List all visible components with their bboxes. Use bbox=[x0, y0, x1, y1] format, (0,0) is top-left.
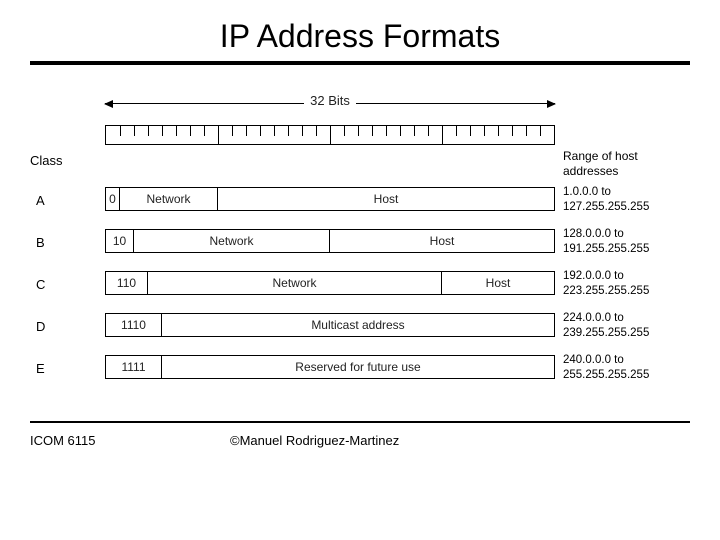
class-range: 128.0.0.0 to 191.255.255.255 bbox=[563, 227, 683, 257]
ruler-tick bbox=[526, 126, 527, 136]
header-row: Class Range of host addresses bbox=[70, 151, 670, 183]
class-row-a: A0NetworkHost1.0.0.0 to 127.255.255.255 bbox=[70, 187, 670, 229]
segment-network: Network bbox=[148, 272, 442, 294]
segment-network: Network bbox=[120, 188, 218, 210]
range-header-label: Range of host addresses bbox=[563, 149, 673, 179]
class-bar: 110NetworkHost bbox=[105, 271, 555, 295]
ruler-tick bbox=[176, 126, 177, 136]
ruler-tick bbox=[288, 126, 289, 136]
ruler-tick bbox=[148, 126, 149, 136]
ruler-tick bbox=[372, 126, 373, 136]
class-row-c: C110NetworkHost192.0.0.0 to 223.255.255.… bbox=[70, 271, 670, 313]
class-row-e: E1111Reserved for future use240.0.0.0 to… bbox=[70, 355, 670, 397]
footer-course: ICOM 6115 bbox=[30, 433, 230, 448]
class-row-d: D1110Multicast address224.0.0.0 to 239.2… bbox=[70, 313, 670, 355]
ruler-tick bbox=[232, 126, 233, 136]
ruler-tick bbox=[274, 126, 275, 136]
class-letter: D bbox=[36, 319, 45, 334]
class-range: 240.0.0.0 to 255.255.255.255 bbox=[563, 353, 683, 383]
bit-ruler bbox=[105, 125, 555, 145]
page-title: IP Address Formats bbox=[30, 18, 690, 55]
segment-host: Host bbox=[218, 188, 554, 210]
segment-host: Host bbox=[442, 272, 554, 294]
class-letter: C bbox=[36, 277, 45, 292]
class-bar: 0NetworkHost bbox=[105, 187, 555, 211]
ruler-tick bbox=[512, 126, 513, 136]
segment-110: 110 bbox=[106, 272, 148, 294]
ruler-tick bbox=[456, 126, 457, 136]
ruler-tick bbox=[302, 126, 303, 136]
ruler-tick bbox=[162, 126, 163, 136]
ruler-tick bbox=[204, 126, 205, 136]
ruler-tick bbox=[442, 126, 443, 145]
ruler-tick bbox=[316, 126, 317, 136]
class-bar: 1111Reserved for future use bbox=[105, 355, 555, 379]
ruler-tick bbox=[414, 126, 415, 136]
segment-network: Network bbox=[134, 230, 330, 252]
ruler-tick bbox=[330, 126, 331, 145]
bits-row: 32 Bits bbox=[70, 93, 670, 119]
slide: IP Address Formats 32 Bits Class Range o… bbox=[0, 0, 720, 448]
ruler-tick bbox=[260, 126, 261, 136]
ruler-tick bbox=[190, 126, 191, 136]
class-letter: E bbox=[36, 361, 45, 376]
ruler-tick bbox=[246, 126, 247, 136]
segment-1110: 1110 bbox=[106, 314, 162, 336]
segment-multicast-address: Multicast address bbox=[162, 314, 554, 336]
segment-reserved-for-future-use: Reserved for future use bbox=[162, 356, 554, 378]
ruler-tick bbox=[484, 126, 485, 136]
ruler-tick bbox=[218, 126, 219, 145]
ruler-tick bbox=[400, 126, 401, 136]
class-range: 192.0.0.0 to 223.255.255.255 bbox=[563, 269, 683, 299]
ruler-tick bbox=[120, 126, 121, 136]
class-letter: B bbox=[36, 235, 45, 250]
ruler-tick bbox=[470, 126, 471, 136]
footer-copyright: ©Manuel Rodriguez-Martinez bbox=[230, 433, 399, 448]
class-range: 1.0.0.0 to 127.255.255.255 bbox=[563, 185, 683, 215]
ruler-tick bbox=[540, 126, 541, 136]
bits-label-text: 32 Bits bbox=[304, 93, 356, 108]
bits-label: 32 Bits bbox=[70, 93, 590, 108]
ruler-tick bbox=[358, 126, 359, 136]
class-letter: A bbox=[36, 193, 45, 208]
class-row-b: B10NetworkHost128.0.0.0 to 191.255.255.2… bbox=[70, 229, 670, 271]
segment-1111: 1111 bbox=[106, 356, 162, 378]
footer-rule bbox=[30, 421, 690, 423]
ruler-tick bbox=[428, 126, 429, 136]
class-rows-container: A0NetworkHost1.0.0.0 to 127.255.255.255B… bbox=[70, 187, 670, 397]
ruler-tick bbox=[498, 126, 499, 136]
segment-10: 10 bbox=[106, 230, 134, 252]
ruler-tick bbox=[134, 126, 135, 136]
footer: ICOM 6115 ©Manuel Rodriguez-Martinez bbox=[30, 433, 690, 448]
ruler-tick bbox=[386, 126, 387, 136]
title-rule bbox=[30, 61, 690, 65]
class-header-label: Class bbox=[30, 153, 63, 168]
class-bar: 10NetworkHost bbox=[105, 229, 555, 253]
class-range: 224.0.0.0 to 239.255.255.255 bbox=[563, 311, 683, 341]
segment-0: 0 bbox=[106, 188, 120, 210]
segment-host: Host bbox=[330, 230, 554, 252]
ruler-tick bbox=[344, 126, 345, 136]
ip-format-diagram: 32 Bits Class Range of host addresses A0… bbox=[70, 93, 670, 397]
class-bar: 1110Multicast address bbox=[105, 313, 555, 337]
